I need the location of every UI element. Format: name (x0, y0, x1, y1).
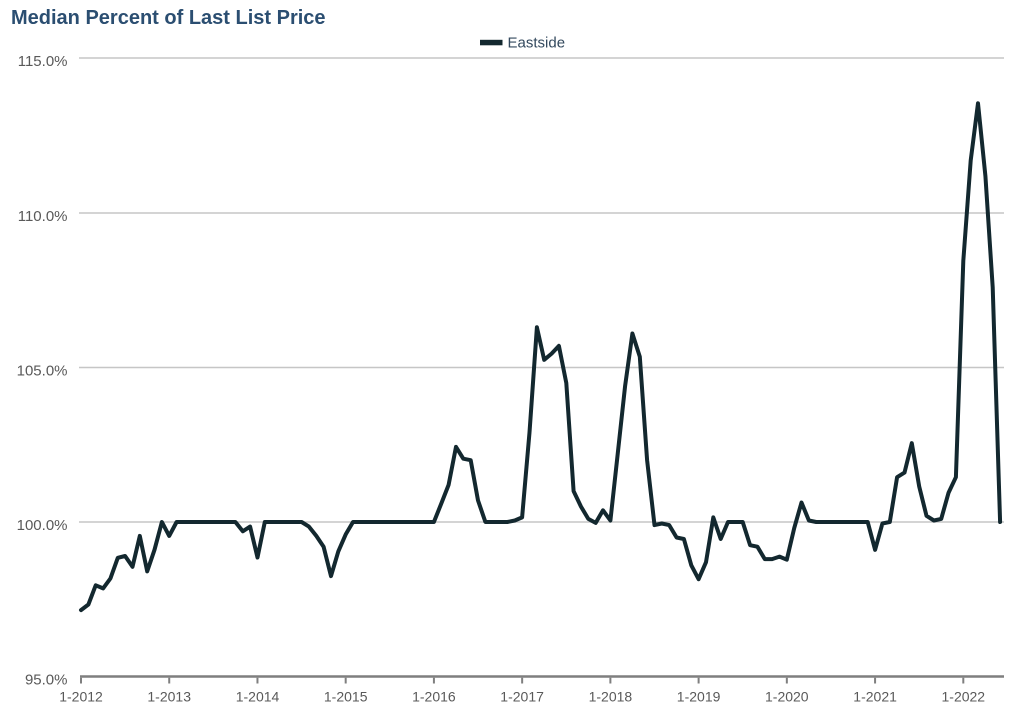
svg-text:1-2018: 1-2018 (589, 689, 633, 705)
svg-text:100.0%: 100.0% (17, 517, 68, 534)
svg-text:1-2012: 1-2012 (59, 689, 103, 705)
svg-text:1-2013: 1-2013 (147, 689, 191, 705)
svg-text:115.0%: 115.0% (18, 53, 68, 70)
svg-text:Median Percent of Last List Pr: Median Percent of Last List Price (11, 7, 326, 29)
svg-text:1-2014: 1-2014 (236, 689, 280, 705)
svg-text:110.0%: 110.0% (18, 208, 68, 225)
svg-text:1-2020: 1-2020 (765, 689, 809, 705)
svg-text:1-2015: 1-2015 (324, 689, 368, 705)
svg-text:95.0%: 95.0% (25, 672, 68, 689)
svg-text:1-2021: 1-2021 (853, 689, 897, 705)
svg-text:1-2016: 1-2016 (412, 689, 456, 705)
svg-text:1-2022: 1-2022 (942, 689, 986, 705)
svg-text:1-2019: 1-2019 (677, 689, 721, 705)
svg-text:1-2017: 1-2017 (500, 689, 544, 705)
svg-text:Eastside: Eastside (508, 34, 566, 51)
svg-text:105.0%: 105.0% (17, 363, 68, 380)
